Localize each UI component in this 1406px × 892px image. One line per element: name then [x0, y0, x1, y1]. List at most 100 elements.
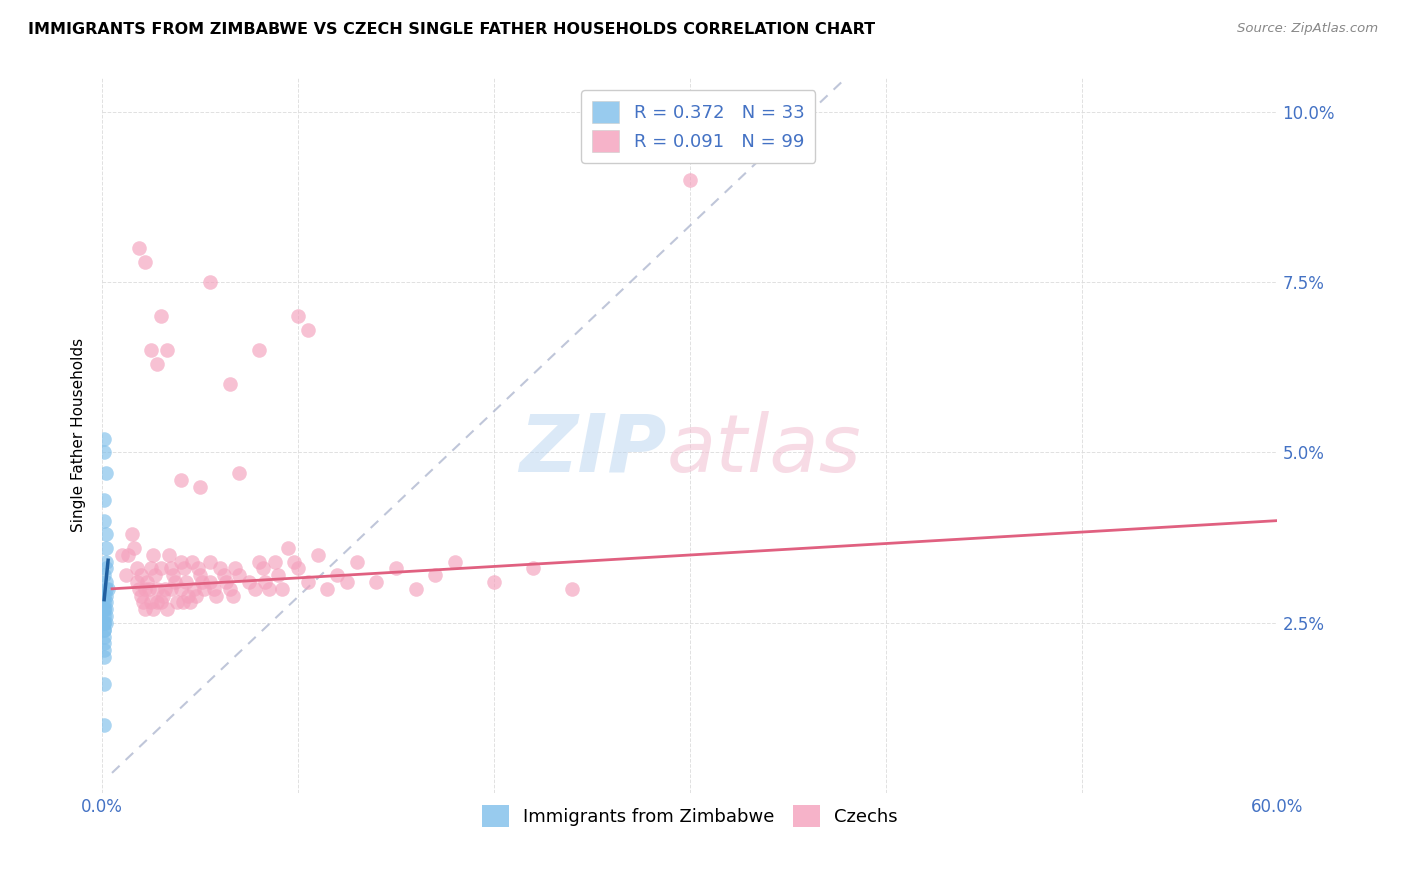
Point [263, 555, 285, 569]
Point [366, 574, 388, 589]
Point [94, 602, 117, 616]
Point [138, 582, 160, 596]
Point [142, 548, 165, 562]
Point [218, 377, 240, 392]
Point [443, 555, 465, 569]
Point [228, 466, 250, 480]
Point [149, 309, 172, 323]
Point [149, 595, 172, 609]
Point [482, 574, 505, 589]
Point [152, 589, 174, 603]
Legend: Immigrants from Zimbabwe, Czechs: Immigrants from Zimbabwe, Czechs [475, 798, 905, 834]
Point [159, 561, 181, 575]
Point [186, 589, 208, 603]
Point [93, 602, 115, 616]
Point [94, 541, 117, 555]
Point [181, 555, 204, 569]
Point [202, 582, 225, 596]
Point [93, 623, 115, 637]
Point [522, 561, 544, 575]
Point [198, 574, 221, 589]
Point [336, 574, 359, 589]
Point [93, 589, 115, 603]
Point [141, 561, 163, 575]
Point [561, 582, 583, 596]
Point [127, 561, 149, 575]
Point [267, 568, 290, 582]
Point [93, 602, 115, 616]
Point [93, 615, 115, 630]
Point [128, 582, 150, 596]
Point [191, 574, 214, 589]
Point [134, 602, 156, 616]
Point [193, 582, 215, 596]
Point [93, 493, 115, 508]
Point [326, 568, 349, 582]
Point [162, 568, 184, 582]
Point [405, 582, 427, 596]
Point [146, 595, 169, 609]
Point [228, 568, 250, 582]
Point [183, 582, 205, 596]
Point [141, 595, 163, 609]
Point [169, 473, 191, 487]
Point [257, 582, 280, 596]
Point [143, 568, 166, 582]
Text: Source: ZipAtlas.com: Source: ZipAtlas.com [1237, 22, 1378, 36]
Point [166, 595, 188, 609]
Point [307, 548, 329, 562]
Point [127, 574, 149, 589]
Point [93, 643, 115, 657]
Point [114, 568, 136, 582]
Point [277, 541, 299, 555]
Point [247, 555, 270, 569]
Point [94, 582, 117, 596]
Point [94, 609, 117, 624]
Point [131, 568, 153, 582]
Point [679, 172, 702, 186]
Point [159, 582, 181, 596]
Point [93, 630, 115, 644]
Text: IMMIGRANTS FROM ZIMBABWE VS CZECH SINGLE FATHER HOUSEHOLDS CORRELATION CHART: IMMIGRANTS FROM ZIMBABWE VS CZECH SINGLE… [28, 22, 876, 37]
Point [122, 541, 145, 555]
Point [212, 568, 235, 582]
Point [93, 718, 115, 732]
Point [287, 309, 309, 323]
Point [208, 561, 231, 575]
Point [93, 609, 115, 624]
Point [173, 561, 195, 575]
Point [297, 323, 319, 337]
Point [283, 555, 305, 569]
Point [224, 561, 246, 575]
Point [163, 574, 186, 589]
Point [247, 343, 270, 358]
Point [97, 582, 120, 596]
Point [187, 561, 209, 575]
Point [93, 615, 115, 630]
Point [142, 602, 165, 616]
Text: ZIP: ZIP [519, 410, 666, 489]
Point [153, 582, 176, 596]
Point [156, 602, 179, 616]
Point [287, 561, 309, 575]
Point [117, 548, 139, 562]
Point [271, 582, 294, 596]
Point [134, 254, 156, 268]
Point [93, 432, 115, 446]
Point [136, 574, 159, 589]
Point [188, 479, 211, 493]
Point [93, 445, 115, 459]
Point [93, 514, 115, 528]
Point [93, 677, 115, 691]
Point [94, 589, 117, 603]
Point [385, 561, 408, 575]
Point [238, 574, 260, 589]
Point [94, 574, 117, 589]
Point [425, 568, 447, 582]
Point [243, 582, 266, 596]
Point [141, 343, 163, 358]
Point [316, 582, 339, 596]
Point [93, 650, 115, 665]
Point [94, 466, 117, 480]
Point [157, 548, 180, 562]
